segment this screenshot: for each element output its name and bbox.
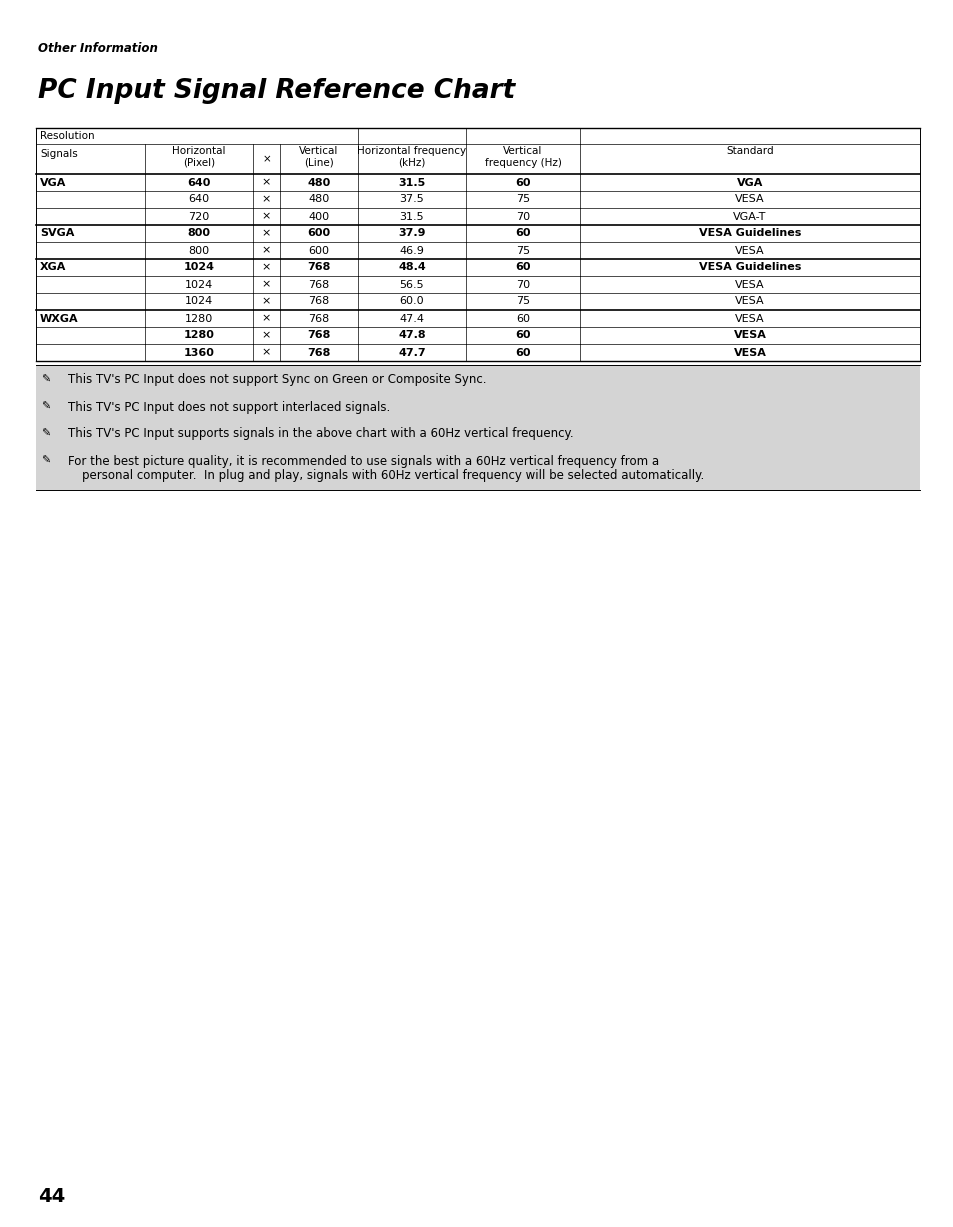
Text: 60: 60 bbox=[515, 178, 530, 188]
Text: ×: × bbox=[261, 314, 271, 324]
Text: Vertical
frequency (Hz): Vertical frequency (Hz) bbox=[484, 146, 561, 168]
Text: VESA: VESA bbox=[735, 297, 764, 307]
Text: 768: 768 bbox=[307, 330, 331, 341]
Text: 768: 768 bbox=[308, 297, 330, 307]
Text: 1280: 1280 bbox=[183, 330, 214, 341]
Text: XGA: XGA bbox=[40, 263, 67, 272]
Text: This TV's PC Input does not support interlaced signals.: This TV's PC Input does not support inte… bbox=[68, 400, 390, 413]
Text: 60: 60 bbox=[515, 263, 530, 272]
Text: ×: × bbox=[261, 280, 271, 290]
Text: ✎: ✎ bbox=[41, 429, 51, 439]
Text: Standard: Standard bbox=[725, 146, 773, 156]
Text: 768: 768 bbox=[307, 347, 331, 357]
Text: ✎: ✎ bbox=[41, 375, 51, 385]
Text: 47.8: 47.8 bbox=[397, 330, 425, 341]
Text: 640: 640 bbox=[189, 195, 210, 205]
Text: VESA: VESA bbox=[735, 245, 764, 255]
Text: 75: 75 bbox=[516, 245, 530, 255]
Text: ×: × bbox=[261, 297, 271, 307]
Text: Resolution: Resolution bbox=[40, 131, 94, 141]
Text: VESA Guidelines: VESA Guidelines bbox=[699, 263, 801, 272]
Text: 31.5: 31.5 bbox=[399, 211, 424, 222]
Text: 1280: 1280 bbox=[185, 314, 213, 324]
Text: 480: 480 bbox=[308, 195, 330, 205]
Text: Horizontal frequency
(kHz): Horizontal frequency (kHz) bbox=[357, 146, 466, 168]
Text: PC Input Signal Reference Chart: PC Input Signal Reference Chart bbox=[38, 79, 515, 104]
Text: 640: 640 bbox=[187, 178, 211, 188]
Text: 1024: 1024 bbox=[185, 297, 213, 307]
Text: VESA: VESA bbox=[735, 314, 764, 324]
Text: 70: 70 bbox=[516, 280, 530, 290]
Text: 60: 60 bbox=[515, 347, 530, 357]
Text: ×: × bbox=[261, 263, 271, 272]
Text: 720: 720 bbox=[188, 211, 210, 222]
Text: 768: 768 bbox=[308, 280, 330, 290]
Text: 47.4: 47.4 bbox=[399, 314, 424, 324]
Text: 1024: 1024 bbox=[183, 263, 214, 272]
Text: 1360: 1360 bbox=[183, 347, 214, 357]
Text: ×: × bbox=[261, 330, 271, 341]
Text: 37.9: 37.9 bbox=[397, 228, 425, 238]
Text: VESA: VESA bbox=[735, 280, 764, 290]
Text: WXGA: WXGA bbox=[40, 314, 78, 324]
Text: Vertical
(Line): Vertical (Line) bbox=[299, 146, 338, 168]
Text: 800: 800 bbox=[188, 228, 211, 238]
Text: 1024: 1024 bbox=[185, 280, 213, 290]
Text: VESA: VESA bbox=[733, 330, 765, 341]
Text: 70: 70 bbox=[516, 211, 530, 222]
Text: 46.9: 46.9 bbox=[399, 245, 424, 255]
Text: Horizontal
(Pixel): Horizontal (Pixel) bbox=[172, 146, 226, 168]
Text: 75: 75 bbox=[516, 195, 530, 205]
Text: 768: 768 bbox=[308, 314, 330, 324]
Text: For the best picture quality, it is recommended to use signals with a 60Hz verti: For the best picture quality, it is reco… bbox=[68, 454, 659, 467]
Text: VESA Guidelines: VESA Guidelines bbox=[699, 228, 801, 238]
Text: ×: × bbox=[261, 195, 271, 205]
Text: Other Information: Other Information bbox=[38, 42, 157, 55]
Text: 56.5: 56.5 bbox=[399, 280, 424, 290]
Text: ×: × bbox=[261, 211, 271, 222]
Text: 480: 480 bbox=[307, 178, 331, 188]
Text: 60.0: 60.0 bbox=[399, 297, 424, 307]
Text: ×: × bbox=[261, 228, 271, 238]
Text: ×: × bbox=[261, 245, 271, 255]
Text: 75: 75 bbox=[516, 297, 530, 307]
Text: Signals: Signals bbox=[40, 148, 77, 160]
Text: SVGA: SVGA bbox=[40, 228, 74, 238]
Text: 768: 768 bbox=[307, 263, 331, 272]
Text: 44: 44 bbox=[38, 1188, 65, 1206]
Text: 60: 60 bbox=[515, 228, 530, 238]
Text: 47.7: 47.7 bbox=[397, 347, 425, 357]
Text: 400: 400 bbox=[308, 211, 329, 222]
Text: ×: × bbox=[261, 347, 271, 357]
Text: 600: 600 bbox=[307, 228, 331, 238]
Text: 60: 60 bbox=[516, 314, 530, 324]
Text: personal computer.  In plug and play, signals with 60Hz vertical frequency will : personal computer. In plug and play, sig… bbox=[82, 469, 703, 481]
Text: VGA: VGA bbox=[40, 178, 67, 188]
Text: 48.4: 48.4 bbox=[397, 263, 425, 272]
Text: VESA: VESA bbox=[735, 195, 764, 205]
Text: 800: 800 bbox=[189, 245, 210, 255]
Text: VGA: VGA bbox=[736, 178, 762, 188]
Text: This TV's PC Input does not support Sync on Green or Composite Sync.: This TV's PC Input does not support Sync… bbox=[68, 373, 486, 387]
Text: 60: 60 bbox=[515, 330, 530, 341]
Text: VGA-T: VGA-T bbox=[733, 211, 766, 222]
Text: 600: 600 bbox=[308, 245, 329, 255]
Text: ×: × bbox=[261, 178, 271, 188]
Text: This TV's PC Input supports signals in the above chart with a 60Hz vertical freq: This TV's PC Input supports signals in t… bbox=[68, 427, 573, 440]
Text: ✎: ✎ bbox=[41, 402, 51, 412]
Text: 37.5: 37.5 bbox=[399, 195, 424, 205]
Text: ×: × bbox=[262, 155, 271, 164]
Bar bbox=[36, 364, 919, 490]
Text: 31.5: 31.5 bbox=[398, 178, 425, 188]
Text: ✎: ✎ bbox=[41, 456, 51, 466]
Text: VESA: VESA bbox=[733, 347, 765, 357]
